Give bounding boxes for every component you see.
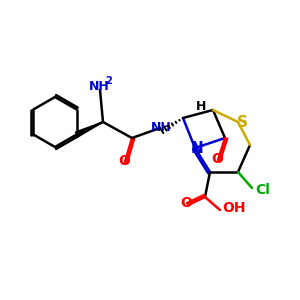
Text: O: O [211,152,223,166]
Text: OH: OH [222,201,245,215]
Text: H: H [196,100,206,113]
Text: NH: NH [151,121,171,134]
Text: O: O [180,196,192,210]
Polygon shape [76,122,103,137]
Text: 2: 2 [106,76,112,86]
Text: NH: NH [88,80,110,93]
Text: S: S [236,115,247,130]
Text: O: O [118,154,130,168]
Text: N: N [190,141,203,156]
Text: Cl: Cl [255,183,270,197]
